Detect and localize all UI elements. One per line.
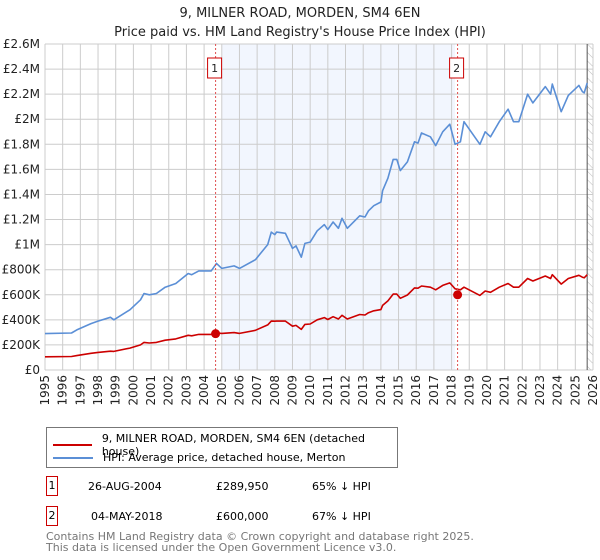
y-tick-label: £2.2M: [3, 87, 40, 101]
x-tick-label: 2012: [339, 375, 353, 406]
hpi-series-line: [44, 82, 588, 335]
y-tick-label: £2M: [14, 112, 40, 126]
x-tick-label: 2004: [197, 375, 211, 406]
y-tick-label: £1M: [14, 238, 40, 252]
sale-label: 2: [453, 62, 460, 75]
x-tick-label: 2021: [498, 375, 512, 406]
transaction-date: 26-AUG-2004: [88, 480, 162, 493]
x-tick-label: 1998: [91, 375, 105, 406]
transaction-date: 04-MAY-2018: [91, 510, 163, 523]
price-chart: 9, MILNER ROAD, MORDEN, SM4 6EN Price pa…: [2, 6, 600, 406]
y-tick-label: £200K: [2, 338, 42, 352]
y-tick-label: £800K: [2, 263, 42, 277]
y-tick-label: £1.8M: [3, 137, 40, 151]
sale-point: [453, 290, 463, 300]
x-tick-label: 2023: [533, 375, 547, 406]
sale-label: 1: [211, 62, 218, 75]
transaction-marker-badge: 2: [46, 506, 58, 526]
legend-item-hpi: HPI: Average price, detached house, Mert…: [53, 451, 345, 464]
legend-item-property: 9, MILNER ROAD, MORDEN, SM4 6EN (detache…: [53, 432, 397, 458]
x-tick-label: 1997: [73, 375, 87, 406]
sale-point: [211, 329, 221, 339]
x-tick-label: 2009: [285, 375, 299, 406]
y-tick-label: £2.4M: [3, 62, 40, 76]
transaction-price: £600,000: [216, 510, 269, 523]
legend-label: 9, MILNER ROAD, MORDEN, SM4 6EN (detache…: [101, 432, 366, 458]
legend-label: HPI: Average price, detached house, Mert…: [103, 451, 346, 464]
legend-blue-line-swatch: [53, 456, 93, 459]
transaction-price: £289,950: [216, 480, 269, 493]
x-tick-label: 2007: [250, 375, 264, 406]
legend-red-line-swatch: [53, 444, 92, 446]
property-series-line: [44, 273, 588, 358]
y-tick-label: £0: [25, 363, 40, 377]
x-tick-label: 2013: [356, 375, 370, 406]
x-tick-label: 2016: [409, 375, 423, 406]
x-tick-label: 2006: [232, 375, 246, 406]
x-tick-label: 1999: [109, 375, 123, 406]
x-tick-label: 1996: [56, 375, 70, 406]
x-tick-label: 2010: [303, 375, 317, 406]
sale-label-box: [207, 57, 223, 79]
footer-attribution: Contains HM Land Registry data © Crown c…: [46, 531, 474, 553]
x-tick-label: 2017: [427, 375, 441, 406]
footer-line: This data is licensed under the Open Gov…: [46, 541, 397, 554]
x-tick-label: 2005: [215, 375, 229, 406]
x-tick-label: 2008: [268, 375, 282, 406]
x-tick-label: 2003: [179, 375, 193, 406]
sale-label-box: [449, 57, 465, 79]
x-tick-label: 2001: [144, 375, 158, 406]
x-tick-label: 2000: [126, 375, 140, 406]
x-tick-label: 2022: [515, 375, 529, 406]
x-tick-label: 2015: [392, 375, 406, 406]
x-tick-label: 2011: [321, 375, 335, 406]
x-tick-label: 2014: [374, 375, 388, 406]
y-tick-label: £2.6M: [3, 37, 40, 51]
footer-line: Contains HM Land Registry data © Crown c…: [46, 530, 474, 543]
forecast-hatch-region: [587, 44, 593, 370]
y-tick-label: £1.4M: [3, 187, 40, 201]
transaction-row: 2 04-MAY-2018 £600,000 67% ↓ HPI: [46, 506, 446, 528]
chart-subtitle: Price paid vs. HM Land Registry's House …: [114, 25, 486, 40]
y-tick-label: £1.2M: [3, 213, 40, 227]
x-tick-label: 2019: [462, 375, 476, 406]
transaction-marker-badge: 1: [46, 476, 58, 496]
y-tick-label: £1.6M: [3, 162, 40, 176]
x-tick-label: 2024: [551, 375, 565, 406]
x-tick-label: 1995: [38, 375, 52, 406]
y-tick-label: £400K: [2, 313, 42, 327]
transaction-hpi-diff: 67% ↓ HPI: [312, 510, 371, 523]
x-tick-label: 2018: [445, 375, 459, 406]
x-tick-label: 2002: [162, 375, 176, 406]
x-tick-label: 2025: [568, 375, 582, 406]
transaction-hpi-diff: 65% ↓ HPI: [312, 480, 371, 493]
chart-title: 9, MILNER ROAD, MORDEN, SM4 6EN: [180, 6, 421, 21]
y-tick-label: £600K: [2, 288, 42, 302]
chart-legend: 9, MILNER ROAD, MORDEN, SM4 6EN (detache…: [46, 427, 398, 468]
transaction-row: 1 26-AUG-2004 £289,950 65% ↓ HPI: [46, 476, 446, 498]
x-tick-label: 2026: [586, 375, 600, 406]
x-tick-label: 2020: [480, 375, 494, 406]
